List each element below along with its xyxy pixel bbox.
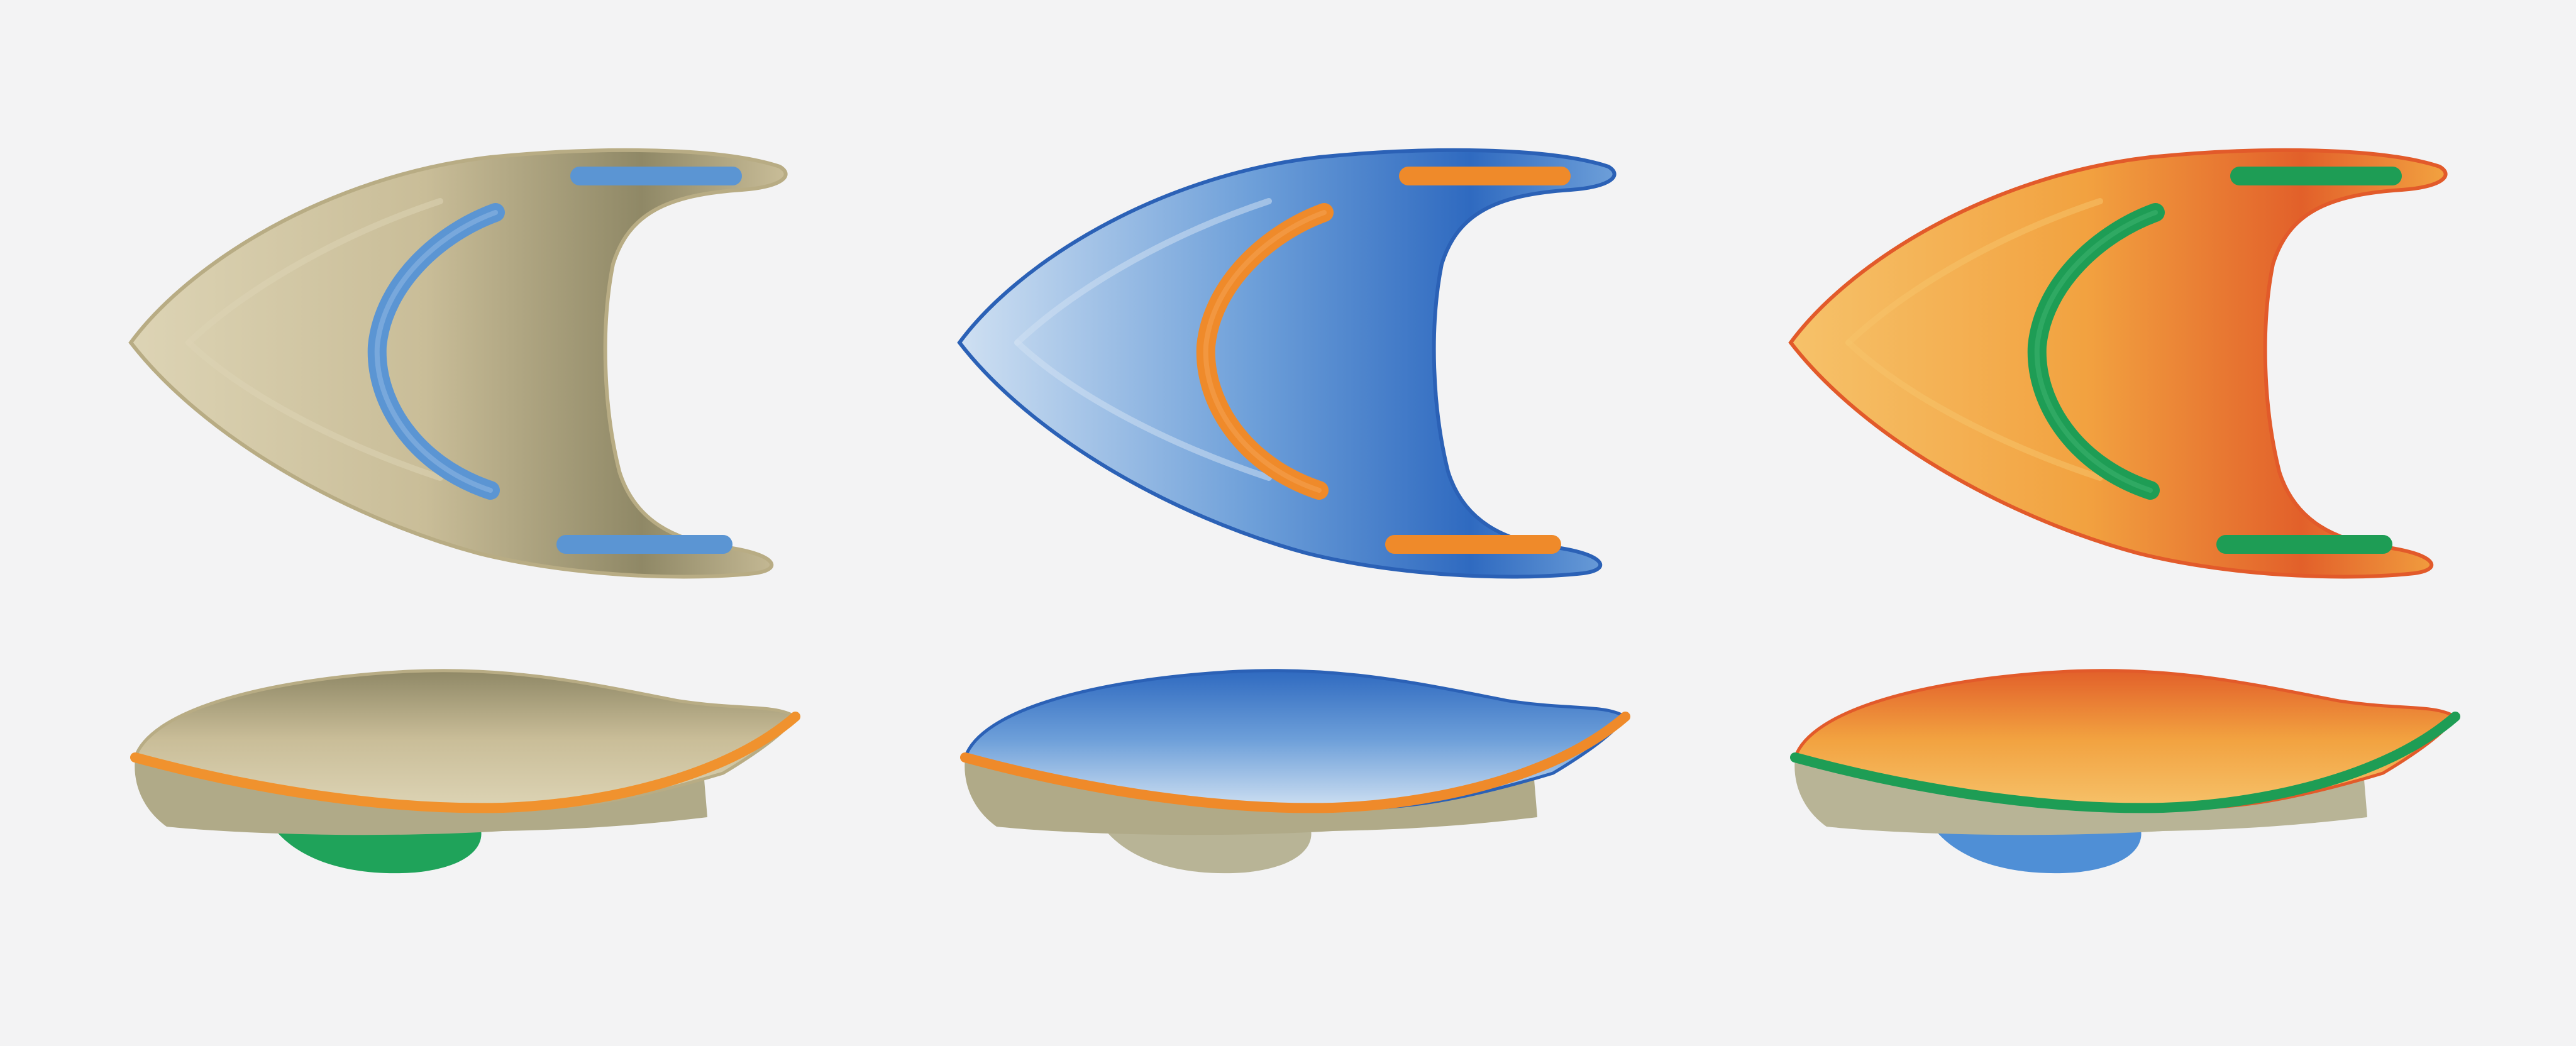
side-lower-layer — [1794, 717, 2455, 835]
side-foot — [1930, 822, 2142, 874]
shell-ridge-upper — [185, 198, 443, 346]
shell-body — [957, 148, 1617, 579]
side-views — [130, 669, 2460, 874]
side-foot — [1100, 822, 1312, 874]
side-lower-layer — [135, 717, 795, 835]
shell-top-view-blue — [957, 148, 1617, 579]
shell-top-view-tan — [128, 148, 788, 579]
shell-ridge-lower — [1845, 339, 2103, 481]
side-lower-layer — [965, 717, 1625, 835]
side-band-stripe — [130, 712, 800, 813]
shell-top-view-orange — [1788, 148, 2448, 579]
shell-ridge-lower — [185, 339, 443, 481]
top-views — [128, 148, 2448, 579]
shell-side-view-orange — [1790, 669, 2460, 874]
side-foot — [270, 822, 482, 874]
shell-side-view-blue — [960, 669, 1630, 874]
shell-ridge-upper — [1845, 198, 2103, 346]
shell-ridge-lower — [1014, 339, 1272, 481]
shell-body — [128, 148, 788, 579]
arc-stripe-highlight — [1203, 210, 1327, 493]
side-band-stripe — [960, 712, 1630, 813]
shell-side-view-tan — [130, 669, 800, 874]
arc-stripe-highlight — [2034, 210, 2158, 493]
shell-ridge-upper — [1014, 198, 1272, 346]
arc-stripe-highlight — [374, 210, 498, 493]
shell-body — [1788, 148, 2448, 579]
side-band-stripe — [1790, 712, 2460, 813]
